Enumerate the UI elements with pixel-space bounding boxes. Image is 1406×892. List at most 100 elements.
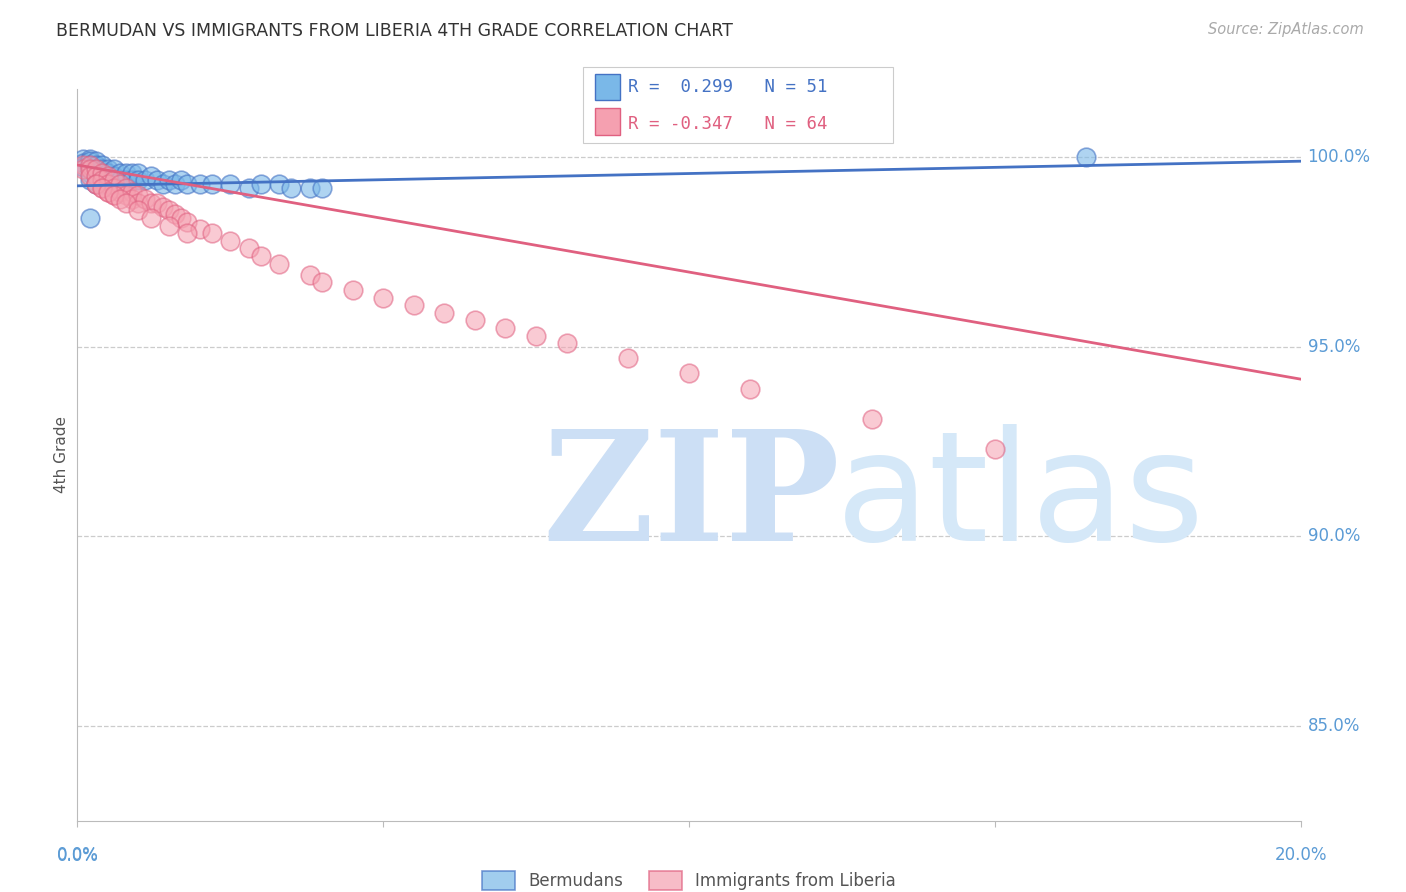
Point <box>79 153 101 167</box>
Point <box>97 185 120 199</box>
Y-axis label: 4th Grade: 4th Grade <box>53 417 69 493</box>
Point <box>139 169 162 184</box>
Point <box>146 173 169 187</box>
Point <box>139 211 162 225</box>
Point <box>146 195 169 210</box>
Point <box>269 256 291 270</box>
Point <box>103 177 125 191</box>
Point <box>555 336 578 351</box>
Point <box>121 173 143 187</box>
Point <box>495 321 517 335</box>
Point <box>127 195 149 210</box>
Point <box>97 185 120 199</box>
Point <box>103 161 125 176</box>
Text: 20.0%: 20.0% <box>1274 846 1327 863</box>
Point <box>152 200 174 214</box>
Point <box>79 158 101 172</box>
Point <box>108 173 131 187</box>
Point <box>219 177 242 191</box>
Point <box>176 215 198 229</box>
Point <box>311 180 333 194</box>
Point <box>250 177 273 191</box>
Point <box>269 177 291 191</box>
Point <box>90 173 112 187</box>
Point <box>298 180 321 194</box>
Point <box>103 188 125 202</box>
Point <box>72 161 94 176</box>
Point <box>90 180 112 194</box>
Point <box>127 165 149 179</box>
Point <box>464 313 486 327</box>
Point <box>79 173 101 187</box>
Point <box>108 165 131 179</box>
Point <box>90 177 112 191</box>
Point <box>97 173 120 187</box>
Point <box>311 276 333 290</box>
Point <box>188 177 211 191</box>
Point <box>250 249 273 263</box>
Point <box>219 234 242 248</box>
Point <box>90 180 112 194</box>
Point <box>134 192 156 206</box>
Point <box>72 153 94 167</box>
Point <box>84 161 107 176</box>
Point <box>84 177 107 191</box>
Point <box>84 154 107 169</box>
Point <box>84 169 107 184</box>
Point <box>176 226 198 240</box>
Point <box>79 154 101 169</box>
Point <box>121 192 143 206</box>
Text: atlas: atlas <box>835 425 1205 574</box>
Point <box>108 185 131 199</box>
Point <box>157 219 180 233</box>
Point <box>72 160 94 174</box>
Point <box>103 180 125 194</box>
Point <box>139 195 162 210</box>
Point <box>84 177 107 191</box>
Point <box>157 203 180 218</box>
Point <box>524 328 547 343</box>
Point <box>103 173 125 187</box>
Point <box>90 158 112 172</box>
Point <box>127 188 149 202</box>
Point <box>79 165 101 179</box>
Point <box>984 442 1007 457</box>
Point <box>79 169 101 184</box>
Point <box>115 195 138 210</box>
Text: 90.0%: 90.0% <box>1308 527 1360 545</box>
Point <box>115 173 138 187</box>
Point <box>79 161 101 176</box>
Point <box>152 177 174 191</box>
Point <box>121 185 143 199</box>
Point <box>90 161 112 176</box>
Point <box>90 165 112 179</box>
Text: R =  0.299   N = 51: R = 0.299 N = 51 <box>628 78 828 96</box>
Legend: Bermudans, Immigrants from Liberia: Bermudans, Immigrants from Liberia <box>475 863 903 892</box>
Text: ZIP: ZIP <box>543 425 839 574</box>
Point <box>79 161 101 176</box>
Point <box>115 188 138 202</box>
Text: Source: ZipAtlas.com: Source: ZipAtlas.com <box>1208 22 1364 37</box>
Text: 95.0%: 95.0% <box>1308 338 1360 356</box>
Point <box>121 165 143 179</box>
Point <box>108 177 131 191</box>
Text: 0.0%: 0.0% <box>56 847 98 865</box>
Point <box>617 351 640 366</box>
Point <box>127 173 149 187</box>
Point <box>115 165 138 179</box>
Text: BERMUDAN VS IMMIGRANTS FROM LIBERIA 4TH GRADE CORRELATION CHART: BERMUDAN VS IMMIGRANTS FROM LIBERIA 4TH … <box>56 22 733 40</box>
Point <box>165 207 187 221</box>
Point <box>134 173 156 187</box>
Point <box>740 382 762 396</box>
Point <box>201 226 224 240</box>
Point <box>862 412 884 426</box>
Point <box>402 298 425 312</box>
Point <box>1076 150 1098 164</box>
Text: 100.0%: 100.0% <box>1308 148 1371 167</box>
Point <box>84 158 107 172</box>
Point <box>170 211 193 225</box>
Point <box>97 165 120 179</box>
Point <box>84 177 107 191</box>
Point <box>108 192 131 206</box>
Point <box>97 169 120 184</box>
